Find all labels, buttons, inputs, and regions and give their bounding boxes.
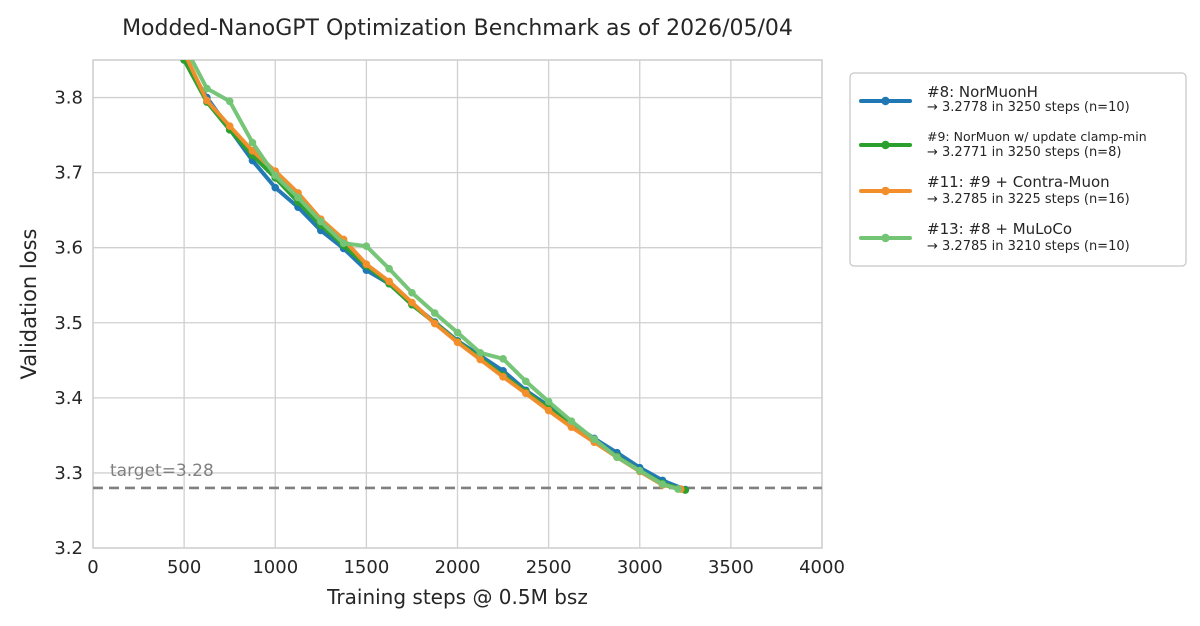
series-4-point-2 xyxy=(203,84,211,93)
series-3-point-18 xyxy=(567,423,576,431)
target-label: target=3.28 xyxy=(110,461,214,481)
series-3-point-13 xyxy=(453,338,462,347)
y-tick-label: 3.3 xyxy=(54,463,83,484)
legend-detail-2: → 3.2771 in 3250 steps (n=8) xyxy=(927,145,1121,160)
tick-labels: 0 500 1000 1500 2000 2500 3000 3500 4000 3.2 3.3 3.… xyxy=(54,88,845,578)
legend-detail-4: → 3.2785 in 3210 steps (n=10) xyxy=(927,239,1130,254)
series-3-point-15 xyxy=(499,373,507,381)
series-3-point-9 xyxy=(362,260,371,269)
series-4-point-7 xyxy=(317,217,325,226)
y-tick-label: 3.5 xyxy=(54,313,83,334)
y-axis-label: Validation loss xyxy=(17,229,41,380)
legend: #8: NorMuonH→ 3.2778 in 3250 steps (n=10… xyxy=(849,72,1187,267)
series-3-point-11 xyxy=(408,298,416,307)
series-3-point-12 xyxy=(430,319,439,328)
series-3-point-3 xyxy=(225,122,234,130)
x-tick-label: 3500 xyxy=(708,557,754,578)
legend-title-2: #9: NorMuon w/ update clamp-min xyxy=(927,129,1147,144)
series-3-point-17 xyxy=(544,406,553,415)
legend-marker-3 xyxy=(881,186,890,196)
series-3-point-10 xyxy=(385,277,393,286)
series-layer xyxy=(180,41,690,494)
series-4-point-15 xyxy=(499,355,507,363)
series-4-point-4 xyxy=(248,138,257,147)
legend-frame xyxy=(849,72,1187,267)
series-4-point-19 xyxy=(590,435,598,443)
series-3-point-4 xyxy=(248,147,257,155)
series-4-point-16 xyxy=(522,377,530,386)
x-tick-label: 2000 xyxy=(435,557,481,578)
y-tick-label: 3.4 xyxy=(54,388,83,409)
series-4-point-8 xyxy=(339,239,348,247)
series-4-point-1 xyxy=(180,41,188,49)
series-4-point-17 xyxy=(544,397,553,406)
x-tick-label: 4000 xyxy=(799,557,845,578)
series-4-point-11 xyxy=(408,288,416,297)
legend-detail-3: → 3.2785 in 3225 steps (n=16) xyxy=(927,192,1130,207)
series-4-point-5 xyxy=(271,171,280,180)
x-tick-label: 2500 xyxy=(526,557,572,578)
legend-detail-1: → 3.2778 in 3250 steps (n=10) xyxy=(927,100,1130,115)
x-axis-label: Training steps @ 0.5M bsz xyxy=(326,585,588,609)
series-3-point-1 xyxy=(180,49,188,57)
y-tick-label: 3.7 xyxy=(54,163,83,184)
series-4-point-22 xyxy=(658,480,667,488)
y-tick-label: 3.2 xyxy=(54,538,83,559)
series-4-point-13 xyxy=(453,328,462,337)
legend-marker-2 xyxy=(881,140,890,150)
series-4-point-9 xyxy=(362,242,371,250)
series-1-point-5 xyxy=(271,183,280,192)
series-4-point-12 xyxy=(430,309,439,317)
series-3-point-2 xyxy=(203,96,211,105)
x-tick-label: 500 xyxy=(167,557,201,578)
x-tick-label: 1000 xyxy=(252,557,298,578)
series-4-point-10 xyxy=(385,264,393,273)
legend-title-1: #8: NorMuonH xyxy=(927,83,1038,101)
y-tick-label: 3.8 xyxy=(54,88,83,109)
x-tick-label: 1500 xyxy=(343,557,389,578)
series-4-point-18 xyxy=(567,417,576,425)
y-tick-label: 3.6 xyxy=(54,238,83,259)
series-3-point-16 xyxy=(522,389,530,398)
series-4-point-23 xyxy=(674,485,682,493)
series-4-point-3 xyxy=(225,97,234,106)
legend-marker-1 xyxy=(881,96,890,106)
legend-title-3: #11: #9 + Contra-Muon xyxy=(927,173,1110,191)
x-tick-label: 3000 xyxy=(617,557,663,578)
target-layer: target=3.28 xyxy=(93,461,822,490)
x-tick-label: 0 xyxy=(87,557,98,578)
series-4-point-6 xyxy=(294,193,302,202)
legend-marker-4 xyxy=(881,233,890,243)
series-4-point-21 xyxy=(635,466,644,475)
legend-title-4: #13: #8 + MuLoCo xyxy=(927,220,1072,238)
series-4-point-14 xyxy=(476,349,485,357)
series-3-point-14 xyxy=(476,355,485,364)
chart-title: Modded-NanoGPT Optimization Benchmark as… xyxy=(122,16,793,41)
series-4-point-20 xyxy=(613,453,621,461)
